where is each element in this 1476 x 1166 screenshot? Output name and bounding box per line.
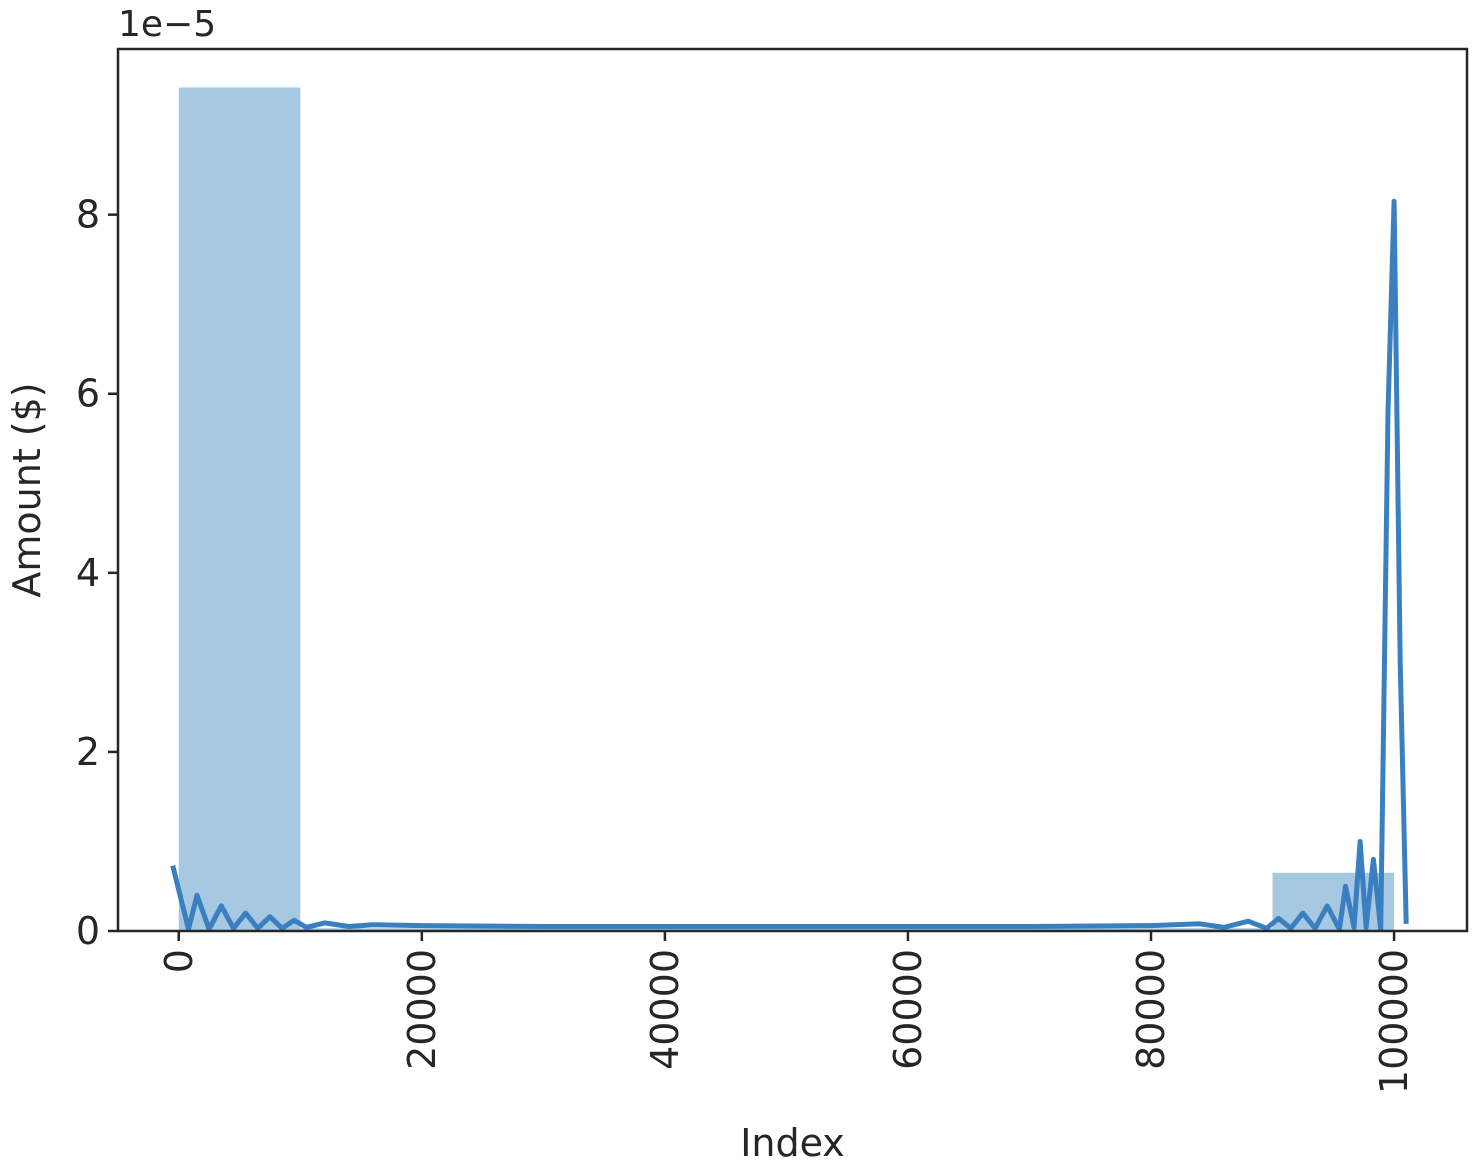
x-tick-label: 20000 [400, 949, 444, 1070]
x-tick-label: 40000 [643, 949, 687, 1070]
histogram-bar-8 [1151, 928, 1273, 931]
y-axis-ticks: 0 2 4 6 8 [76, 193, 118, 953]
density-curve [170, 198, 1409, 932]
x-tick-label: 0 [157, 949, 201, 973]
y-tick-label: 6 [76, 372, 100, 416]
y-tick-label: 0 [76, 909, 100, 953]
y-tick-label: 4 [76, 551, 100, 595]
histogram-bar-7 [1029, 928, 1152, 931]
x-tick-label: 60000 [886, 949, 930, 1070]
y-tick-label: 2 [76, 730, 100, 774]
histogram-bars [178, 87, 1395, 932]
y-axis-offset-label: 1e−5 [118, 4, 216, 45]
histogram-bar-4 [664, 928, 787, 931]
histogram-bar-5 [786, 928, 908, 931]
plot-frame [116, 47, 1469, 933]
y-axis-title: Amount ($) [5, 382, 49, 597]
y-tick-label: 8 [76, 193, 100, 237]
x-tick-label: 80000 [1129, 949, 1173, 1070]
histogram-bar-2 [421, 928, 544, 931]
x-axis-title: Index [740, 1121, 845, 1165]
density-line [170, 198, 1409, 932]
histogram-bar-3 [543, 928, 665, 931]
histogram-bar-6 [907, 928, 1030, 931]
histogram-bar-0 [178, 87, 301, 932]
histogram-bar-1 [300, 928, 422, 931]
x-axis-ticks: 0 20000 40000 60000 80000 100000 [157, 931, 1416, 1094]
x-tick-label: 100000 [1372, 949, 1416, 1094]
